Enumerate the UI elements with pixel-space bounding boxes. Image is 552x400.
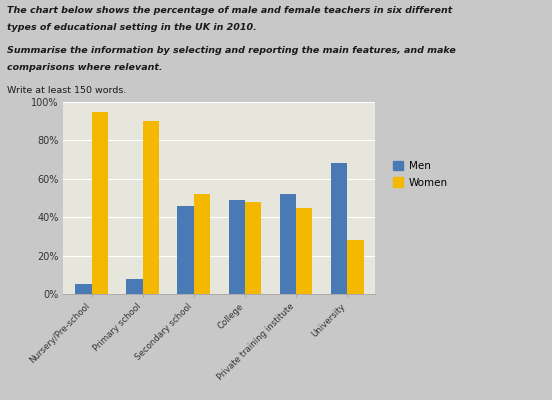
- Bar: [229, 200, 245, 294]
- Bar: [126, 279, 143, 294]
- Legend: Men, Women: Men, Women: [393, 161, 448, 188]
- Bar: [296, 208, 312, 294]
- Bar: [92, 112, 108, 294]
- Text: Write at least 150 words.: Write at least 150 words.: [7, 86, 126, 95]
- Bar: [194, 194, 210, 294]
- Text: The chart below shows the percentage of male and female teachers in six differen: The chart below shows the percentage of …: [7, 6, 452, 15]
- Bar: [280, 194, 296, 294]
- Text: comparisons where relevant.: comparisons where relevant.: [7, 63, 162, 72]
- Bar: [143, 121, 159, 294]
- Text: types of educational setting in the UK in 2010.: types of educational setting in the UK i…: [7, 23, 256, 32]
- Text: Summarise the information by selecting and reporting the main features, and make: Summarise the information by selecting a…: [7, 46, 455, 55]
- Bar: [245, 202, 261, 294]
- Bar: [75, 284, 92, 294]
- Bar: [331, 164, 347, 294]
- Bar: [178, 206, 194, 294]
- Bar: [347, 240, 364, 294]
